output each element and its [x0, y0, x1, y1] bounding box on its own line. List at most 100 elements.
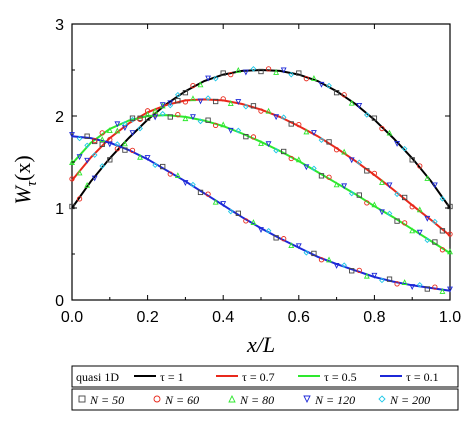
- y-tick-label: 3: [55, 17, 64, 34]
- data-point: [258, 108, 264, 114]
- legend-box-markers: [71, 388, 459, 411]
- data-point: [159, 102, 166, 109]
- data-point: [318, 81, 325, 88]
- data-point: [69, 203, 75, 210]
- data-point: [144, 155, 151, 161]
- data-point: [212, 98, 219, 105]
- data-point: [84, 133, 90, 139]
- ticks-layer: 0.0 0.2 0.4 0.6 0.8 1.0 0 1 2 3: [55, 17, 461, 326]
- data-point: [295, 156, 302, 163]
- legend-marker-label: N = 200: [389, 393, 430, 407]
- data-point: [250, 103, 257, 109]
- data-point: [227, 127, 234, 134]
- markers-layer: [69, 66, 453, 294]
- data-point: [281, 236, 287, 242]
- data-point: [303, 128, 310, 135]
- data-point: [394, 218, 400, 224]
- data-point: [439, 195, 446, 202]
- data-point: [333, 147, 340, 153]
- data-point: [159, 110, 166, 117]
- data-point: [212, 198, 219, 205]
- data-point: [243, 133, 249, 140]
- data-point: [424, 237, 431, 244]
- data-point: [175, 98, 181, 104]
- data-point: [394, 281, 400, 287]
- data-point: [107, 157, 113, 163]
- legend-marker-swatch: [153, 395, 161, 403]
- data-point: [84, 142, 90, 149]
- legend-line-label: τ = 0.5: [324, 370, 357, 384]
- data-point: [333, 181, 340, 188]
- series-line-0-1: [71, 135, 451, 292]
- data-point: [386, 129, 393, 136]
- data-point: [288, 242, 295, 249]
- data-point: [84, 181, 91, 188]
- data-point: [235, 99, 242, 106]
- data-point: [431, 182, 438, 189]
- data-point: [76, 169, 83, 176]
- data-point: [197, 118, 204, 125]
- data-point: [227, 100, 234, 106]
- data-point: [235, 210, 241, 216]
- data-point: [167, 114, 173, 120]
- data-point: [197, 81, 204, 88]
- data-point: [379, 209, 385, 216]
- data-point: [416, 229, 423, 236]
- data-point: [265, 227, 272, 234]
- legend-marker-swatch: [78, 395, 86, 403]
- data-point: [190, 114, 196, 121]
- x-tick-label: 0.4: [212, 309, 234, 326]
- data-point: [91, 152, 98, 158]
- data-point: [220, 70, 226, 76]
- data-point: [394, 191, 400, 198]
- data-point: [212, 122, 219, 129]
- data-point: [182, 115, 189, 122]
- data-point: [167, 100, 174, 107]
- data-point: [137, 116, 143, 122]
- data-point: [273, 147, 279, 154]
- data-point: [326, 256, 332, 263]
- data-point: [190, 82, 196, 89]
- legend-box-lines: [71, 365, 459, 388]
- data-point: [409, 227, 416, 234]
- data-point: [424, 175, 431, 181]
- legend-lines: τ = 1 τ = 0.7 τ = 0.5 τ = 0.1: [134, 370, 439, 384]
- data-point: [220, 201, 227, 207]
- y-tick-label: 2: [55, 109, 64, 126]
- data-point: [137, 125, 143, 132]
- data-point: [144, 115, 151, 121]
- data-point: [386, 276, 393, 282]
- data-point: [250, 66, 257, 72]
- data-point: [364, 168, 370, 174]
- data-point: [182, 90, 189, 96]
- data-point: [364, 200, 370, 206]
- legend-marker-label: N = 60: [164, 393, 199, 407]
- data-point: [401, 220, 408, 226]
- data-point: [205, 75, 212, 82]
- data-point: [341, 262, 347, 269]
- data-point: [99, 130, 105, 136]
- data-point: [84, 157, 91, 164]
- data-point: [401, 145, 408, 152]
- data-point: [447, 231, 453, 237]
- data-point: [265, 66, 272, 72]
- legend-line-label: τ = 1: [160, 370, 184, 384]
- data-point: [265, 141, 272, 148]
- data-point: [311, 165, 317, 172]
- data-point: [258, 68, 264, 75]
- data-point: [379, 125, 385, 132]
- data-point: [235, 127, 242, 134]
- data-point: [273, 235, 279, 241]
- data-point: [190, 181, 196, 188]
- plot-frame: [71, 23, 451, 301]
- data-point: [129, 147, 136, 154]
- legend-marker-swatch: [303, 395, 311, 404]
- data-point: [288, 121, 294, 127]
- data-point: [227, 208, 234, 215]
- x-tick-label: 0.6: [288, 309, 310, 326]
- data-point: [122, 147, 128, 153]
- y-axis-title-sub: τ: [24, 180, 40, 186]
- data-point: [295, 243, 302, 250]
- legend-marker-swatch: [378, 395, 386, 403]
